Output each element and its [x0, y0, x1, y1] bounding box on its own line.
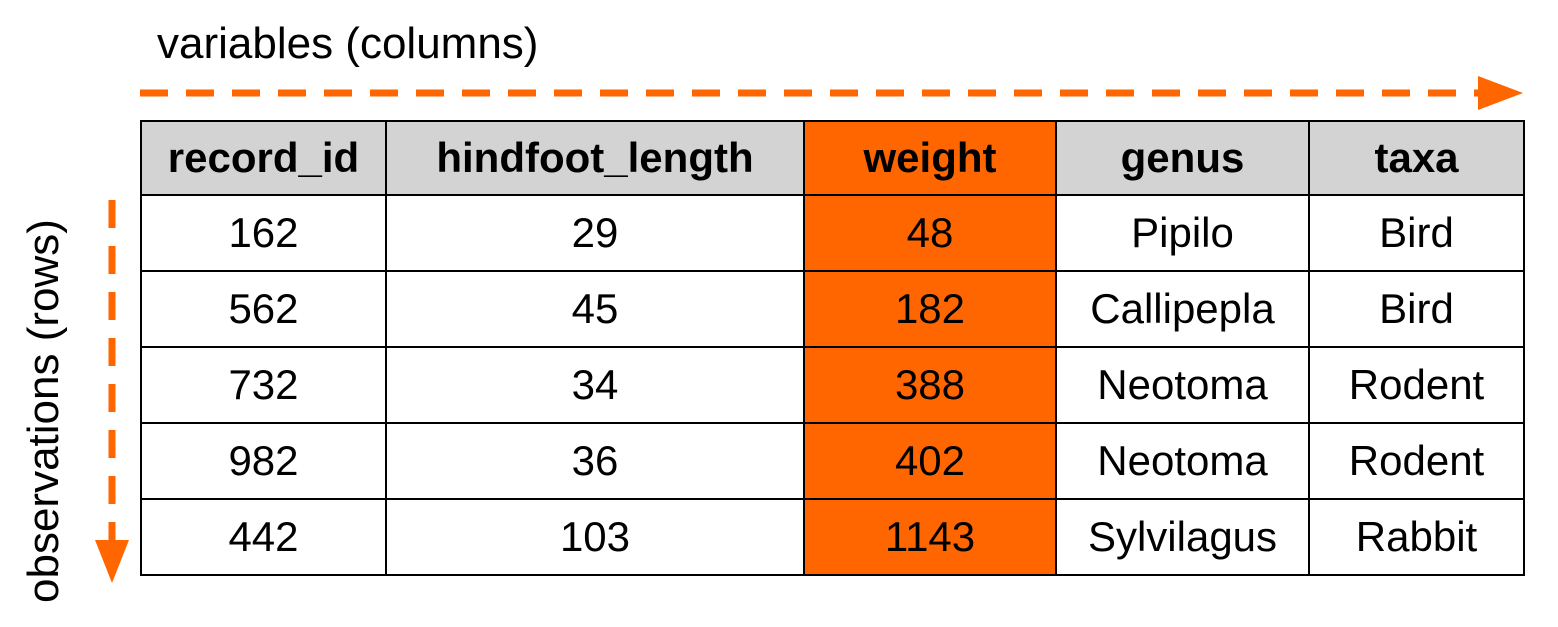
- cell-weight: 182: [803, 270, 1057, 348]
- table-row: 732 34 388 Neotoma Rodent: [140, 346, 1525, 424]
- table-row: 162 29 48 Pipilo Bird: [140, 194, 1525, 272]
- cell-weight: 1143: [803, 498, 1057, 576]
- cell-weight: 48: [803, 194, 1057, 272]
- cell-hindfoot-length: 103: [385, 498, 805, 576]
- cell-hindfoot-length: 29: [385, 194, 805, 272]
- column-header-record-id: record_id: [140, 120, 387, 196]
- header-row: record_id hindfoot_length weight genus t…: [140, 120, 1525, 196]
- cell-genus: Callipepla: [1055, 270, 1310, 348]
- cell-weight: 402: [803, 422, 1057, 500]
- cell-genus: Sylvilagus: [1055, 498, 1310, 576]
- cell-record-id: 162: [140, 194, 387, 272]
- table-row: 442 103 1143 Sylvilagus Rabbit: [140, 498, 1525, 576]
- table-row: 982 36 402 Neotoma Rodent: [140, 422, 1525, 500]
- column-header-taxa: taxa: [1308, 120, 1525, 196]
- cell-hindfoot-length: 36: [385, 422, 805, 500]
- cell-weight: 388: [803, 346, 1057, 424]
- cell-taxa: Rodent: [1308, 422, 1525, 500]
- cell-record-id: 982: [140, 422, 387, 500]
- cell-taxa: Bird: [1308, 270, 1525, 348]
- cell-hindfoot-length: 34: [385, 346, 805, 424]
- cell-record-id: 732: [140, 346, 387, 424]
- cell-taxa: Bird: [1308, 194, 1525, 272]
- cell-genus: Neotoma: [1055, 422, 1310, 500]
- column-header-weight: weight: [803, 120, 1057, 196]
- column-header-hindfoot-length: hindfoot_length: [385, 120, 805, 196]
- cell-genus: Pipilo: [1055, 194, 1310, 272]
- data-table: record_id hindfoot_length weight genus t…: [140, 120, 1525, 576]
- cell-record-id: 442: [140, 498, 387, 576]
- cell-taxa: Rabbit: [1308, 498, 1525, 576]
- table-row: 562 45 182 Callipepla Bird: [140, 270, 1525, 348]
- cell-record-id: 562: [140, 270, 387, 348]
- cell-taxa: Rodent: [1308, 346, 1525, 424]
- cell-genus: Neotoma: [1055, 346, 1310, 424]
- variables-label: variables (columns): [157, 19, 539, 68]
- column-header-genus: genus: [1055, 120, 1310, 196]
- cell-hindfoot-length: 45: [385, 270, 805, 348]
